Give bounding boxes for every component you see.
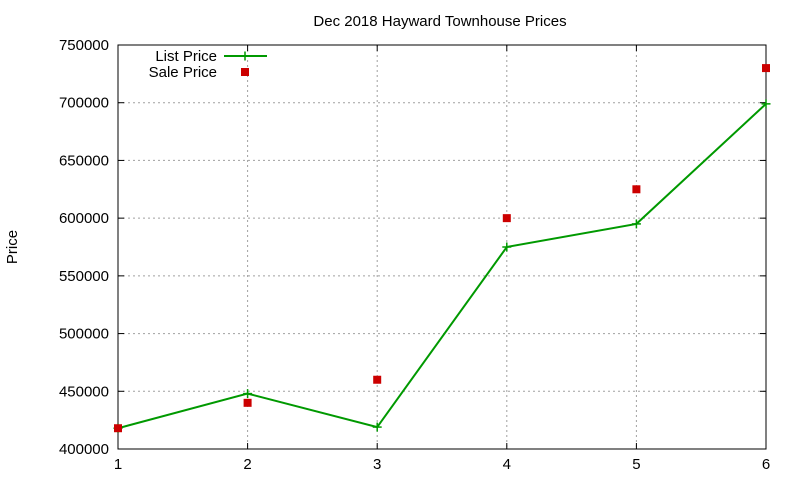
plot-border [117, 44, 767, 450]
list-price-point [631, 219, 641, 229]
sale-price-point [762, 64, 770, 73]
y-axis-label: Price [4, 230, 21, 264]
legend-label: Sale Price [149, 64, 217, 81]
series [113, 64, 771, 433]
x-tick-label: 6 [762, 456, 770, 473]
y-tick-label: 700000 [59, 95, 109, 112]
sale-price-point [632, 185, 641, 194]
y-tick-label: 550000 [59, 268, 109, 285]
y-tick-label: 450000 [59, 383, 109, 400]
y-tick-label: 400000 [59, 441, 109, 458]
chart-title: Dec 2018 Hayward Townhouse Prices [313, 13, 566, 30]
list-price-point [761, 99, 771, 109]
legend-square-marker [241, 68, 249, 76]
list-price-point [372, 422, 382, 432]
sale-price-point [243, 398, 252, 407]
list-price-point [502, 242, 512, 252]
list-price-line [117, 103, 767, 430]
y-tick-label: 600000 [59, 210, 109, 227]
x-tick-label: 4 [503, 456, 511, 473]
x-tick-label: 1 [114, 456, 122, 473]
x-tick-label: 5 [632, 456, 640, 473]
y-tick-label: 500000 [59, 326, 109, 343]
grid [118, 45, 766, 449]
sale-price-point [502, 214, 511, 223]
legend-plus-marker [240, 51, 250, 61]
x-tick-label: 2 [243, 456, 251, 473]
y-tick-label: 750000 [59, 37, 109, 54]
legend-label: List Price [155, 48, 217, 65]
list-price-point [243, 389, 253, 399]
axes: 400000 450000 500000 550000 600000 650000 7000… [59, 37, 770, 473]
y-tick-label: 650000 [59, 152, 109, 169]
sale-price-point [373, 375, 382, 384]
sale-price-point [114, 424, 122, 433]
x-tick-label: 3 [373, 456, 381, 473]
